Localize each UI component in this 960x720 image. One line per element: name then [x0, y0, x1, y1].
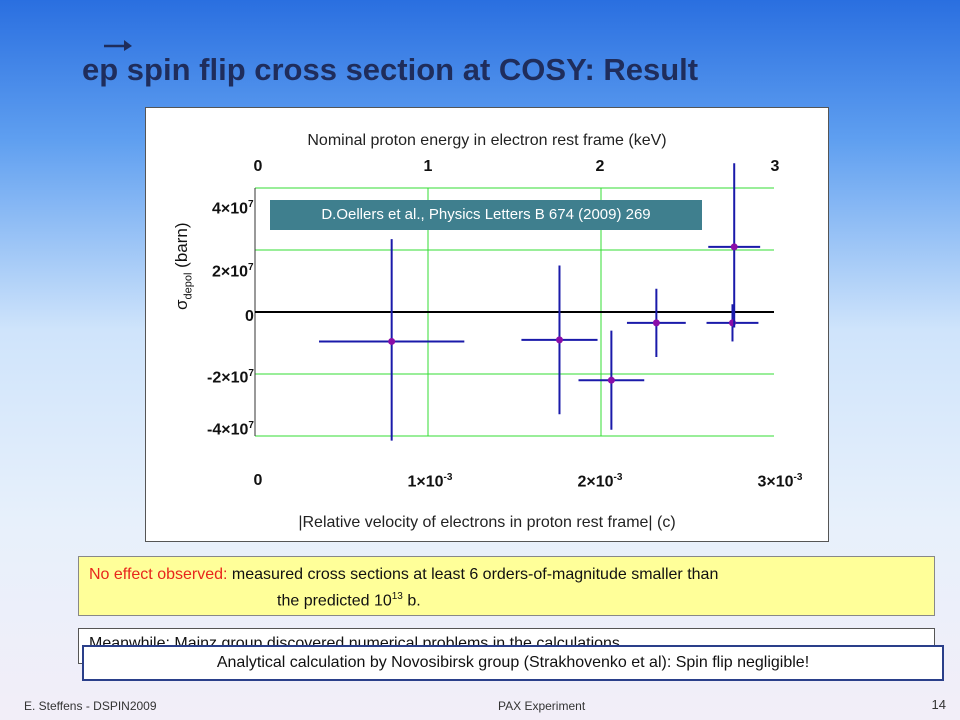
- title-text: spin flip cross section at COSY: Result: [118, 52, 699, 87]
- page-number: 14: [931, 697, 946, 712]
- data-point: [388, 337, 396, 345]
- data-point: [730, 243, 738, 251]
- result-note-line2: the predicted 1013 b.: [277, 591, 421, 610]
- data-point: [652, 319, 660, 327]
- y-tick-label: 4×107: [212, 199, 254, 218]
- top-axis-label: Nominal proton energy in electron rest f…: [307, 132, 667, 149]
- result-note-line1: No effect observed: measured cross secti…: [89, 564, 934, 586]
- exponent: 13: [391, 591, 403, 602]
- footer-title: PAX Experiment: [498, 699, 586, 713]
- result-note-box: No effect observed: measured cross secti…: [78, 556, 935, 616]
- slide-title: ep spin flip cross section at COSY: Resu…: [82, 40, 699, 88]
- bottom-tick-label: 1×10-3: [407, 472, 453, 491]
- vector-arrow-icon: [104, 40, 132, 51]
- y-axis-label: σdepol (barn): [172, 222, 194, 310]
- bottom-axis-label: |Relative velocity of electrons in proto…: [298, 514, 676, 531]
- bottom-tick-label: 2×10-3: [577, 472, 623, 491]
- data-point: [555, 336, 563, 344]
- top-tick-label: 1: [423, 158, 433, 175]
- no-effect-label: No effect observed:: [89, 566, 228, 583]
- bottom-tick-label: 3×10-3: [757, 472, 803, 491]
- footer-author: E. Steffens - DSPIN2009: [24, 699, 157, 713]
- top-tick-label: 2: [595, 158, 605, 175]
- y-tick-label: 2×107: [212, 262, 254, 281]
- y-tick-label: 0: [245, 308, 254, 325]
- analytical-note-box: Analytical calculation by Novosibirsk gr…: [82, 645, 944, 681]
- top-tick-label: 0: [253, 158, 263, 175]
- data-point: [607, 376, 615, 384]
- reference-box: D.Oellers et al., Physics Letters B 674 …: [270, 200, 702, 230]
- y-tick-label: -2×107: [207, 368, 254, 387]
- no-effect-text: measured cross sections at least 6 order…: [227, 566, 719, 583]
- y-tick-label: -4×107: [207, 420, 254, 439]
- y-axis-sigma: σ: [172, 299, 191, 311]
- title-ep: ep: [82, 40, 132, 88]
- y-axis-unit: (barn): [172, 222, 191, 268]
- top-tick-label: 3: [770, 158, 780, 175]
- y-axis-subscript: depol: [182, 272, 195, 300]
- bottom-tick-label: 0: [253, 472, 263, 489]
- chart-panel: Nominal proton energy in electron rest f…: [145, 107, 829, 542]
